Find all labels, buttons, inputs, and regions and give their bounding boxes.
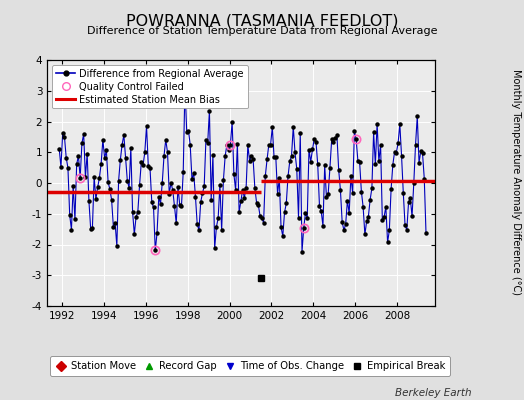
Legend: Station Move, Record Gap, Time of Obs. Change, Empirical Break: Station Move, Record Gap, Time of Obs. C… [50, 356, 451, 376]
Text: Difference of Station Temperature Data from Regional Average: Difference of Station Temperature Data f… [87, 26, 437, 36]
Text: POWRANNA (TASMANIA FEEDLOT): POWRANNA (TASMANIA FEEDLOT) [126, 14, 398, 29]
Text: Berkeley Earth: Berkeley Earth [395, 388, 472, 398]
Text: Monthly Temperature Anomaly Difference (°C): Monthly Temperature Anomaly Difference (… [511, 69, 521, 295]
